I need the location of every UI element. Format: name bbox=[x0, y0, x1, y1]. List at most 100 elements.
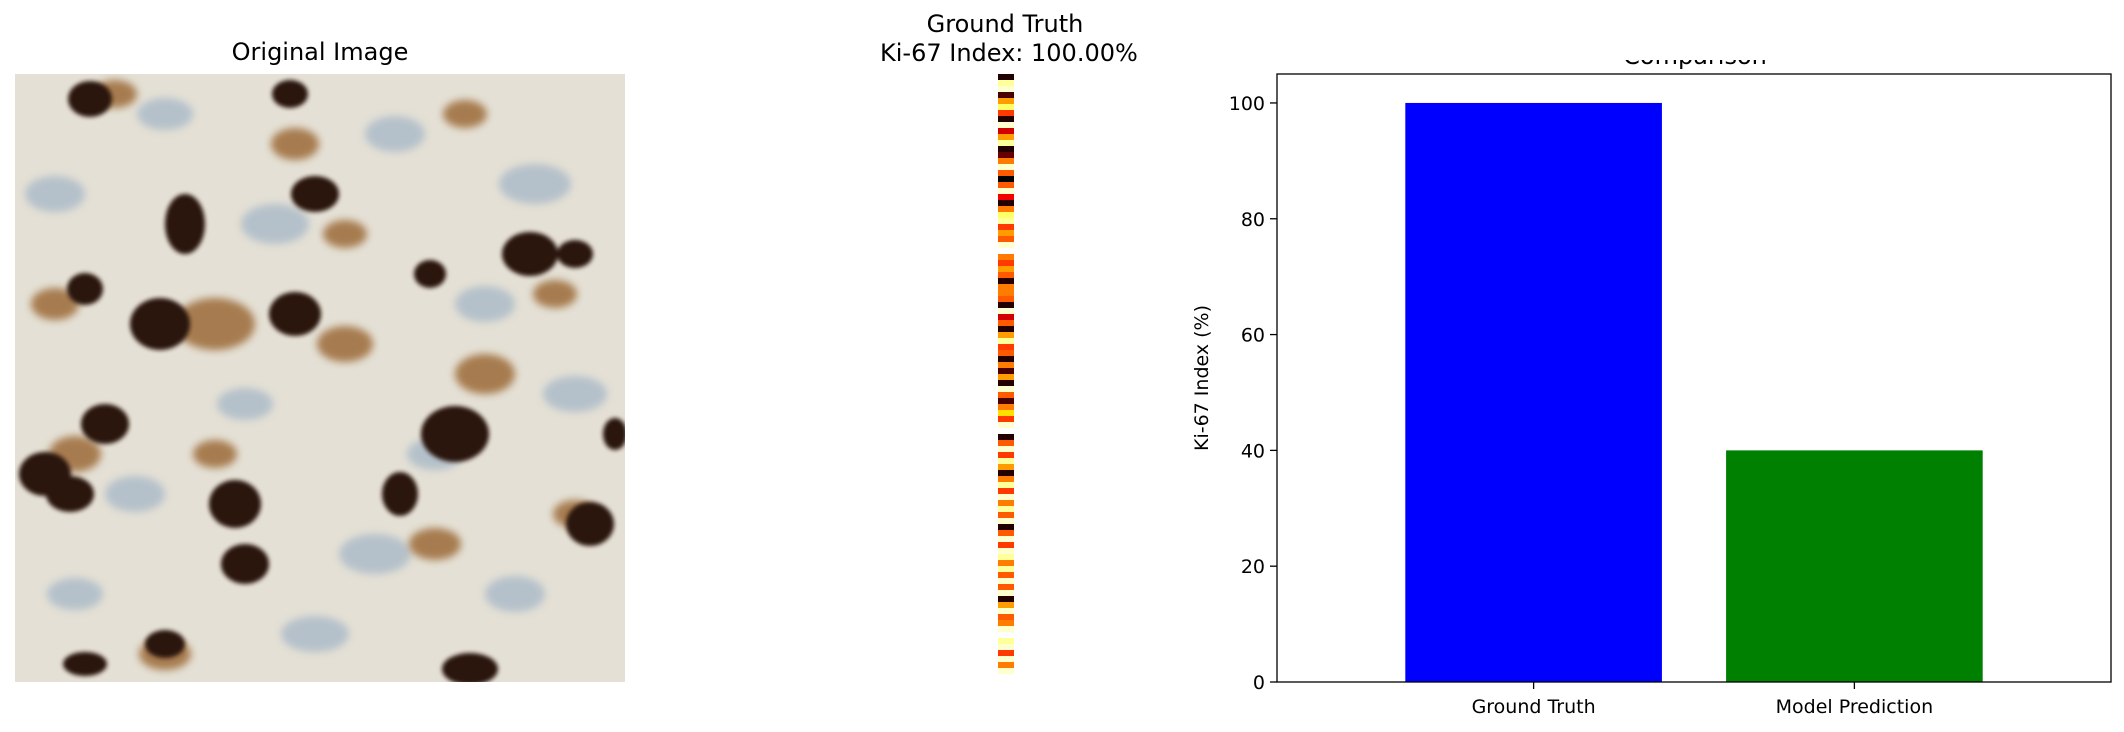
heatmap-cell bbox=[998, 572, 1014, 579]
heatmap-cell bbox=[998, 458, 1014, 465]
y-tick-label: 40 bbox=[1241, 440, 1265, 462]
heatmap-cell bbox=[998, 296, 1014, 303]
y-axis-label: Ki-67 Index (%) bbox=[1191, 305, 1213, 451]
heatmap-cell bbox=[998, 188, 1014, 195]
heatmap-cell bbox=[998, 446, 1014, 453]
heatmap-cell bbox=[998, 176, 1014, 183]
heatmap-cell bbox=[998, 614, 1014, 621]
heatmap-cell bbox=[998, 644, 1014, 651]
heatmap-cell bbox=[998, 422, 1014, 429]
heatmap-cell bbox=[998, 398, 1014, 405]
heatmap-cell bbox=[998, 416, 1014, 423]
ground-truth-title: Ground Truth Ki-67 Index: 100.00% bbox=[880, 10, 1138, 68]
ground-truth-heatmap-strip bbox=[998, 74, 1014, 674]
heatmap-cell bbox=[998, 482, 1014, 489]
heatmap-cell bbox=[998, 476, 1014, 483]
heatmap-cell bbox=[998, 404, 1014, 411]
heatmap-cell bbox=[998, 410, 1014, 417]
heatmap-cell bbox=[998, 608, 1014, 615]
heatmap-cell bbox=[998, 386, 1014, 393]
heatmap-cell bbox=[998, 548, 1014, 555]
heatmap-cell bbox=[998, 320, 1014, 327]
heatmap-cell bbox=[998, 626, 1014, 633]
heatmap-cell bbox=[998, 158, 1014, 165]
heatmap-cell bbox=[998, 290, 1014, 297]
heatmap-cell bbox=[998, 638, 1014, 645]
heatmap-cell bbox=[998, 212, 1014, 219]
heatmap-cell bbox=[998, 530, 1014, 537]
heatmap-cell bbox=[998, 140, 1014, 147]
original-image-title: Original Image bbox=[231, 38, 409, 66]
heatmap-cell bbox=[998, 326, 1014, 333]
heatmap-cell bbox=[998, 248, 1014, 255]
heatmap-cell bbox=[998, 590, 1014, 597]
heatmap-cell bbox=[998, 500, 1014, 507]
heatmap-cell bbox=[998, 434, 1014, 441]
heatmap-cell bbox=[998, 428, 1014, 435]
heatmap-cell bbox=[998, 560, 1014, 567]
heatmap-cell bbox=[998, 170, 1014, 177]
heatmap-cell bbox=[998, 104, 1014, 111]
heatmap-cell bbox=[998, 218, 1014, 225]
heatmap-cell bbox=[998, 254, 1014, 261]
heatmap-cell bbox=[998, 164, 1014, 171]
heatmap-cell bbox=[998, 452, 1014, 459]
comparison-chart: Comparison 0 20 40 60 80 100 Ground Truth Mode… bbox=[1191, 60, 2112, 718]
heatmap-cell bbox=[998, 302, 1014, 309]
heatmap-cell bbox=[998, 656, 1014, 663]
heatmap-cell bbox=[998, 134, 1014, 141]
heatmap-cell bbox=[998, 284, 1014, 291]
heatmap-cell bbox=[998, 92, 1014, 99]
heatmap-cell bbox=[998, 110, 1014, 117]
heatmap-cell bbox=[998, 86, 1014, 93]
bar-model-prediction bbox=[1726, 450, 1983, 682]
heatmap-cell bbox=[998, 314, 1014, 321]
heatmap-cell bbox=[998, 116, 1014, 123]
y-tick-label: 60 bbox=[1241, 325, 1265, 347]
heatmap-cell bbox=[998, 602, 1014, 609]
heatmap-cell bbox=[998, 536, 1014, 543]
heatmap-cell bbox=[998, 380, 1014, 387]
heatmap-cell bbox=[998, 566, 1014, 573]
heatmap-cell bbox=[998, 98, 1014, 105]
heatmap-cell bbox=[998, 242, 1014, 249]
heatmap-cell bbox=[998, 662, 1014, 669]
heatmap-cell bbox=[998, 554, 1014, 561]
heatmap-cell bbox=[998, 278, 1014, 285]
heatmap-cell bbox=[998, 230, 1014, 237]
heatmap-cell bbox=[998, 122, 1014, 129]
heatmap-cell bbox=[998, 194, 1014, 201]
heatmap-cell bbox=[998, 632, 1014, 639]
heatmap-cell bbox=[998, 74, 1014, 81]
plot-frame bbox=[1276, 73, 2112, 683]
heatmap-cell bbox=[998, 512, 1014, 519]
heatmap-cell bbox=[998, 362, 1014, 369]
heatmap-cell bbox=[998, 668, 1014, 674]
heatmap-cell bbox=[998, 206, 1014, 213]
heatmap-cell bbox=[998, 524, 1014, 531]
heatmap-cell bbox=[998, 266, 1014, 273]
heatmap-cell bbox=[998, 542, 1014, 549]
heatmap-cell bbox=[998, 200, 1014, 207]
heatmap-cell bbox=[998, 356, 1014, 363]
x-tick-label: Ground Truth bbox=[1472, 696, 1596, 718]
heatmap-cell bbox=[998, 272, 1014, 279]
y-tick-label: 100 bbox=[1229, 93, 1265, 115]
heatmap-cell bbox=[998, 374, 1014, 381]
heatmap-cell bbox=[998, 494, 1014, 501]
heatmap-cell bbox=[998, 80, 1014, 87]
bar-ground-truth bbox=[1405, 102, 1662, 682]
heatmap-cell bbox=[998, 224, 1014, 231]
heatmap-cell bbox=[998, 308, 1014, 315]
y-tick-label: 80 bbox=[1241, 209, 1265, 231]
heatmap-cell bbox=[998, 392, 1014, 399]
y-tick-label: 20 bbox=[1241, 556, 1265, 578]
heatmap-cell bbox=[998, 584, 1014, 591]
heatmap-cell bbox=[998, 146, 1014, 153]
heatmap-cell bbox=[998, 506, 1014, 513]
comparison-title: Comparison bbox=[1623, 60, 1767, 70]
heatmap-cell bbox=[998, 518, 1014, 525]
heatmap-cell bbox=[998, 152, 1014, 159]
heatmap-cell bbox=[998, 236, 1014, 243]
heatmap-cell bbox=[998, 596, 1014, 603]
